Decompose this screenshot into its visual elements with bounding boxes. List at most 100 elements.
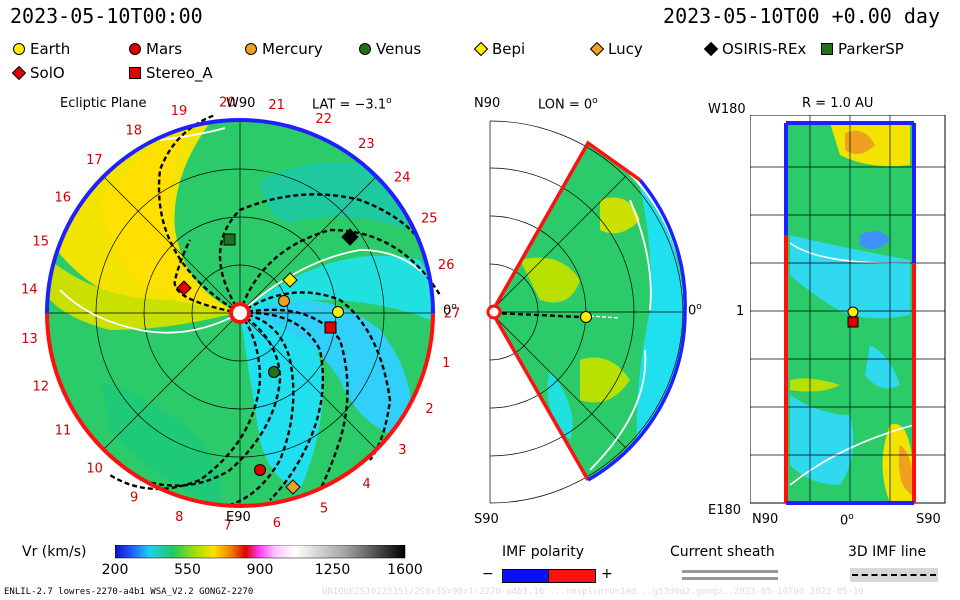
carrington-label: 3 xyxy=(398,443,406,458)
meridional-top-label: N90 xyxy=(474,96,501,111)
ecliptic-grid xyxy=(47,120,433,506)
carrington-label: 25 xyxy=(421,212,438,227)
legend-marker-icon xyxy=(129,67,141,79)
carrington-label: 5 xyxy=(320,502,328,517)
carrington-label: 14 xyxy=(21,283,38,298)
legend-marker-icon xyxy=(359,43,371,55)
carrington-label: 16 xyxy=(55,191,72,206)
map-r-label: R = 1.0 AU xyxy=(802,96,874,111)
legend-marker-icon xyxy=(13,43,25,55)
legend-item-lucy: Lucy xyxy=(590,40,643,58)
legend-item-earth: Earth xyxy=(12,40,70,58)
carrington-label: 6 xyxy=(273,516,281,530)
meridional-right-label: 0o xyxy=(688,302,702,318)
imf-spiral-lines xyxy=(109,113,442,507)
legend-label: Lucy xyxy=(608,40,643,58)
carrington-label: 2 xyxy=(425,402,433,417)
legend-item-venus: Venus xyxy=(358,40,421,58)
ecliptic-lat-value: LAT = −3.1 xyxy=(312,97,387,113)
sheath-swatch-2 xyxy=(682,577,778,580)
ecliptic-right-value: 0 xyxy=(443,303,452,319)
parkersp-marker xyxy=(223,233,236,246)
carrington-label: 26 xyxy=(438,258,455,273)
legend-label: SolO xyxy=(30,64,65,82)
carrington-label: 24 xyxy=(394,171,411,186)
footer-left: ENLIL-2.7 lowres-2270-a4b1 WSA_V2.2 GONG… xyxy=(4,587,254,597)
rim-negative xyxy=(45,312,435,508)
map-x-mid: 0o xyxy=(840,512,854,528)
legend-item-bepi: Bepi xyxy=(474,40,525,58)
carrington-label: 22 xyxy=(315,112,332,127)
mercury-marker xyxy=(278,295,290,307)
legend-marker-icon xyxy=(129,43,141,55)
colorbar xyxy=(115,545,406,559)
legend-item-mercury: Mercury xyxy=(244,40,323,58)
meridional-lon-value: LON = 0 xyxy=(538,97,593,113)
legend-label: Mars xyxy=(146,40,183,58)
venus-marker xyxy=(268,366,280,378)
imf3d-label: 3D IMF line xyxy=(848,544,927,560)
carrington-label: 20 xyxy=(219,95,236,110)
legend-item-parkersp: ParkerSP xyxy=(820,40,904,58)
carrington-label: 17 xyxy=(86,153,103,168)
legend-label: Mercury xyxy=(262,40,323,58)
lucy-marker xyxy=(285,479,301,495)
meridional-right-value: 0 xyxy=(688,303,697,319)
carrington-label: 21 xyxy=(268,98,285,113)
timestamp-right: 2023-05-10T00 +0.00 day xyxy=(663,4,940,28)
ecliptic-title: Ecliptic Plane xyxy=(60,96,147,111)
carrington-label: 9 xyxy=(130,491,138,506)
carrington-label: 27 xyxy=(444,307,461,322)
colorbar-tick: 200 xyxy=(101,562,129,578)
legend-marker-icon xyxy=(245,43,257,55)
legend-marker-icon xyxy=(704,42,718,56)
map-earth-marker xyxy=(847,306,859,318)
colorbar-tick: 1600 xyxy=(387,562,423,578)
imf-plus: + xyxy=(601,566,613,582)
current-sheath-lines xyxy=(59,127,426,334)
rim-positive xyxy=(45,118,435,314)
imf-minus: − xyxy=(482,566,494,582)
legend-marker-icon xyxy=(821,43,833,55)
legend-label: Venus xyxy=(376,40,422,58)
latlon-map-panel xyxy=(750,115,946,505)
timestamp-left: 2023-05-10T00:00 xyxy=(10,4,203,28)
carrington-label: 12 xyxy=(33,380,50,395)
map-top-label: W180 xyxy=(708,102,746,117)
degree-mark: o xyxy=(696,302,702,312)
osiris-rex-marker xyxy=(341,228,359,246)
legend-label: Bepi xyxy=(492,40,526,58)
carrington-label: 4 xyxy=(362,477,370,492)
map-x-mid-value: 0 xyxy=(840,513,849,529)
ecliptic-right-label: 0o xyxy=(443,302,457,318)
legend-marker-icon xyxy=(590,42,604,56)
current-sheath-label: Current sheath xyxy=(670,544,775,560)
degree-mark: o xyxy=(451,302,457,312)
solo-marker xyxy=(176,280,192,296)
legend-label: ParkerSP xyxy=(838,40,904,58)
imf3d-swatch xyxy=(852,574,936,576)
legend-label: Stereo_A xyxy=(146,64,213,82)
carrington-label: 1 xyxy=(442,356,450,371)
colorbar-label: Vr (km/s) xyxy=(22,544,87,560)
sheath-swatch-1 xyxy=(682,570,778,573)
legend-label: Earth xyxy=(30,40,71,58)
ecliptic-bodies xyxy=(176,228,359,495)
degree-mark: o xyxy=(386,96,392,106)
meridional-bottom-label: S90 xyxy=(474,512,499,527)
meridional-lon: LON = 0o xyxy=(538,96,598,112)
sun-marker xyxy=(229,302,251,324)
meridional-earth-marker xyxy=(580,311,592,323)
colorbar-tick: 550 xyxy=(174,562,201,578)
map-x-right: S90 xyxy=(916,512,941,527)
earth-marker xyxy=(332,306,344,318)
imf-positive-swatch xyxy=(548,569,596,583)
legend-item-osiris-rex: OSIRIS-REx xyxy=(704,40,806,58)
imf-polarity-label: IMF polarity xyxy=(502,544,585,560)
legend-marker-icon xyxy=(474,42,488,56)
map-stereo-a-marker xyxy=(847,316,859,328)
colorbar-tick: 1250 xyxy=(314,562,351,578)
